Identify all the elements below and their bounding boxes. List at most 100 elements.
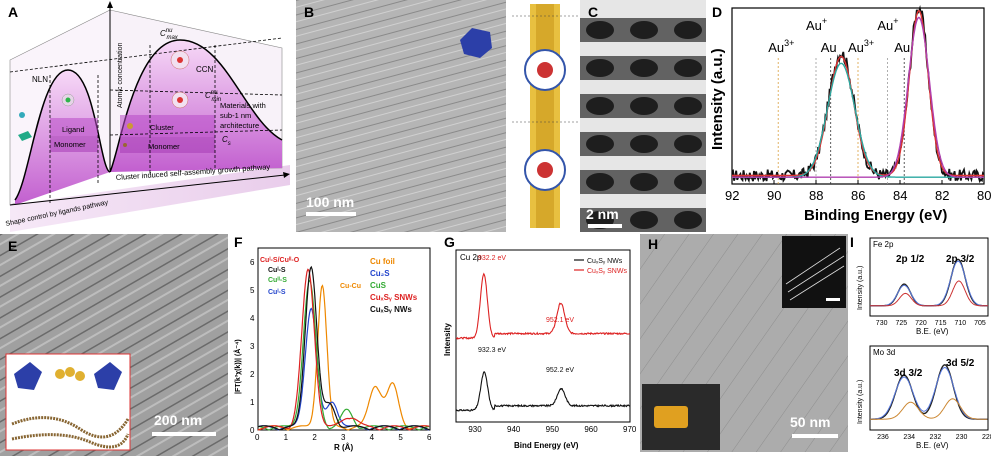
panel-label-h: H [648, 236, 659, 252]
panel-d: Au3+ Au+ Au Au3+ Au+ Au 92 90 88 86 84 82 80 Binding … [708, 0, 991, 232]
panel-b-tem-image [296, 0, 512, 232]
panel-g: CuₓSᵧ NWs CuₓSᵧ SNWs Cu 2p 932.2 eV 952.1 eV… [438, 234, 638, 456]
cu-cluster-2 [65, 367, 75, 377]
inset-wires [785, 247, 845, 301]
x-tick-label: 6 [427, 433, 432, 442]
x-tick-label: 232 [930, 434, 942, 441]
legend-entry: Cu foil [370, 257, 395, 266]
panel-f: Cu foil Cu₂S CuS CuₓSᵧ SNWs CuₓSᵧ NWs Cuᴵ-S/C… [230, 234, 436, 456]
au-label: Au3+ [768, 38, 794, 55]
x-tick-label: 4 [370, 433, 375, 442]
plot-frame [455, 249, 631, 423]
x-tick-label: 0 [255, 433, 260, 442]
y-axis-arrow [107, 1, 113, 8]
particle-side [19, 112, 25, 118]
chain-2 [11, 433, 130, 449]
monomer-right-label: Monomer [148, 142, 180, 151]
x-tick-label: 940 [507, 425, 521, 434]
x-tick-label: 2 [312, 433, 317, 442]
exafs-curve [257, 284, 430, 431]
xps-curve [455, 371, 631, 412]
legend-entry: CuₓSᵧ SNWs [370, 293, 418, 302]
xps-curve [870, 364, 988, 420]
x-tick-label: 92 [725, 188, 739, 203]
y-axis-label: |FT(k³χ(k))| (Å⁻⁴) [233, 339, 242, 394]
x-axis-label: Bind Energy (eV) [514, 441, 579, 450]
polyoxometalate-icon [460, 28, 492, 58]
panel-a-schematic: Atomic concentration Cnu max CCN NLN Cnu m… [5, 1, 290, 232]
pom-icon-right [94, 362, 122, 390]
legend-entry: CuₓSᵧ NWs [370, 305, 412, 314]
panel-a: Atomic concentration Cnu max CCN NLN Cnu m… [0, 0, 290, 232]
panel-b: B 100 nm [296, 0, 512, 232]
y-axis-label: Intensity [443, 323, 452, 356]
x-tick-label: 725 [895, 320, 907, 327]
x-axis-label: B.E. (eV) [916, 441, 949, 450]
cmin-line [109, 89, 283, 96]
x-tick-label: 86 [851, 188, 865, 203]
chart-title: Mo 3d [873, 348, 895, 357]
lattice-spot [674, 21, 702, 39]
particle-monomer [123, 143, 127, 147]
xps-curve [732, 16, 984, 178]
y-tick-label: 6 [250, 258, 255, 267]
x-tick-label: 228 [982, 434, 991, 441]
lattice-spot [674, 173, 702, 191]
x-tick-label: 84 [893, 188, 907, 203]
xps-curve [870, 260, 988, 307]
panel-label-g: G [444, 234, 455, 250]
peak-annotation: Cu-Cu [340, 283, 361, 290]
x-tick-label: 1 [284, 433, 289, 442]
peak-annotation: Cuᴵᴵ-S [268, 277, 287, 284]
panel-e-tem-image [0, 234, 228, 456]
peak-label: 952.2 eV [546, 367, 574, 374]
peak-annotation: Cuᴵ-S [268, 267, 286, 274]
materials-label-2: sub-1 nm [220, 111, 251, 120]
panel-h-tem-image [640, 234, 848, 452]
x-tick-label: 80 [977, 188, 991, 203]
chart-title: Fe 2p [873, 240, 894, 249]
xps-curve [870, 258, 988, 307]
panel-label-f: F [234, 234, 243, 250]
panel-h: H 50 nm [640, 234, 848, 452]
legend-entry: CuS [370, 281, 387, 290]
lattice-spot [674, 211, 702, 229]
y-tick-label: 0 [250, 426, 255, 435]
pom-cluster-2-core [537, 162, 553, 178]
panel-i: Fe 2p 2p 1/2 2p 3/2 730 725 720 715 710 705 B.E. … [850, 234, 991, 456]
ligand-label: Ligand [62, 125, 85, 134]
peak-label: 2p 3/2 [946, 254, 975, 265]
y-axis-label: Intensity (a.u.) [857, 380, 864, 424]
panel-e: E 200 nm [0, 234, 228, 456]
peak-label: 3d 3/2 [894, 368, 923, 379]
lattice-spot [630, 97, 658, 115]
x-tick-label: 234 [903, 434, 915, 441]
y-tick-label: 4 [250, 314, 255, 323]
x-tick-label: 950 [546, 425, 560, 434]
scale-text-b: 100 nm [306, 194, 355, 210]
particle-cmin-core [177, 97, 183, 103]
cluster-band [120, 115, 215, 137]
legend-entry: CuₓSᵧ SNWs [587, 268, 627, 275]
lattice-spot [586, 135, 614, 153]
scale-bar-e [152, 432, 216, 436]
x-axis-label: B.E. (eV) [916, 327, 949, 336]
left-curve [14, 69, 111, 201]
cmax-line [9, 37, 283, 73]
xps-curve [870, 280, 988, 307]
au-label: Au [821, 40, 837, 55]
particle-cluster [127, 123, 133, 129]
cs-label: Cs [222, 135, 231, 147]
ccn-label: CCN [196, 65, 214, 74]
x-tick-label: 715 [935, 320, 947, 327]
scale-bar-b [306, 212, 356, 216]
y-axis-label: Intensity (a.u.) [857, 266, 864, 310]
nanowire-core [536, 4, 554, 228]
legend-entry: CuₓSᵧ NWs [587, 258, 623, 265]
x-tick-label: 90 [767, 188, 781, 203]
x-tick-label: 720 [915, 320, 927, 327]
nln-label: NLN [32, 75, 48, 84]
cmax-label: Cnu max [160, 28, 179, 41]
x-tick-label: 970 [623, 425, 637, 434]
